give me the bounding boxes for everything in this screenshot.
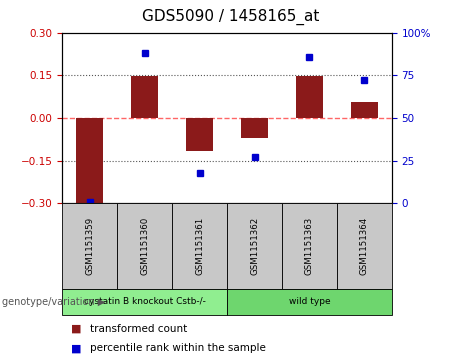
Bar bbox=[186, 118, 213, 151]
Text: GSM1151359: GSM1151359 bbox=[85, 217, 94, 275]
Text: percentile rank within the sample: percentile rank within the sample bbox=[90, 343, 266, 354]
Text: ■: ■ bbox=[71, 323, 82, 334]
Text: GSM1151364: GSM1151364 bbox=[360, 217, 369, 275]
Text: GSM1151360: GSM1151360 bbox=[140, 217, 149, 275]
Bar bbox=[351, 102, 378, 118]
Bar bbox=[241, 118, 268, 138]
Text: transformed count: transformed count bbox=[90, 323, 187, 334]
Text: GDS5090 / 1458165_at: GDS5090 / 1458165_at bbox=[142, 9, 319, 25]
Text: wild type: wild type bbox=[289, 297, 330, 306]
Text: ■: ■ bbox=[71, 343, 82, 354]
Bar bbox=[131, 76, 159, 118]
Text: GSM1151363: GSM1151363 bbox=[305, 217, 314, 275]
Text: genotype/variation ▶: genotype/variation ▶ bbox=[2, 297, 106, 307]
Text: GSM1151362: GSM1151362 bbox=[250, 217, 259, 275]
Text: cystatin B knockout Cstb-/-: cystatin B knockout Cstb-/- bbox=[84, 297, 206, 306]
Bar bbox=[76, 118, 103, 205]
Text: GSM1151361: GSM1151361 bbox=[195, 217, 204, 275]
Bar bbox=[296, 76, 323, 118]
